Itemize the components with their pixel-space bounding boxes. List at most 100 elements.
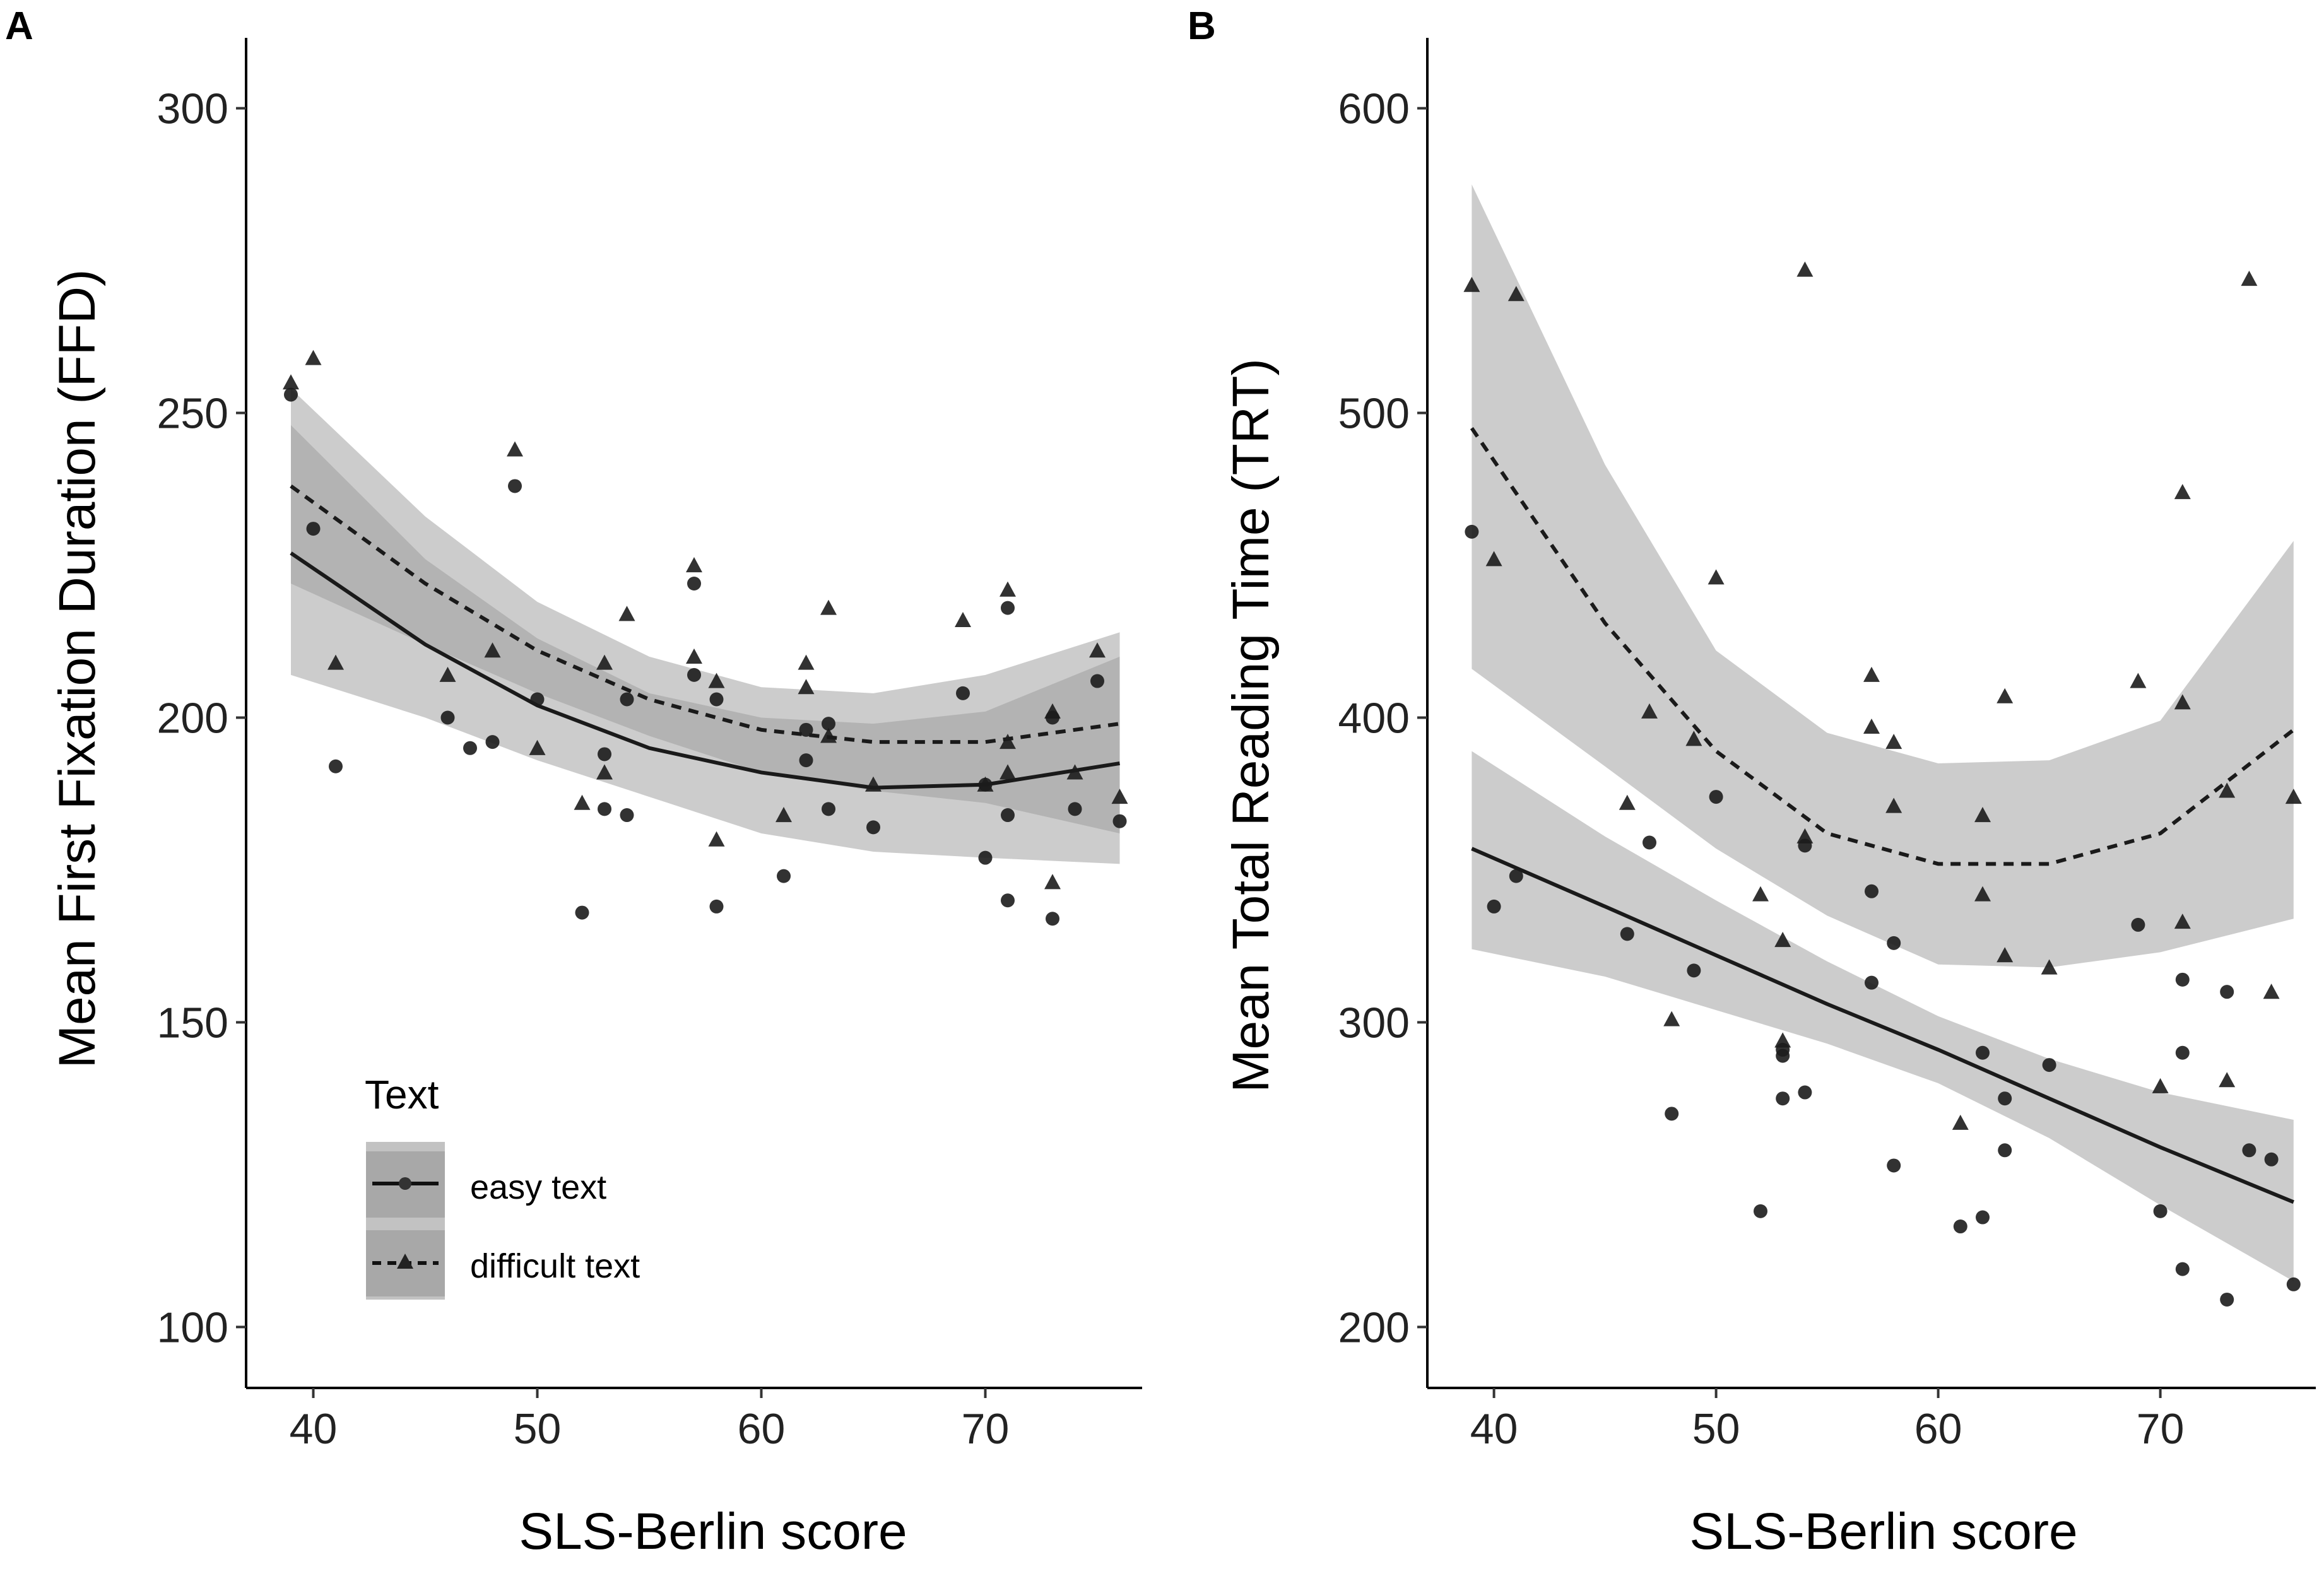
- legend-label-difficult: difficult text: [470, 1247, 640, 1285]
- data-point-easy: [2220, 985, 2234, 999]
- data-point-easy: [620, 692, 634, 707]
- data-point-difficult: [820, 727, 837, 743]
- y-tick-label: 400: [1338, 695, 1410, 743]
- data-point-easy: [1046, 912, 1059, 926]
- confidence-band-difficult: [1472, 184, 2294, 968]
- x-tick-label: 40: [290, 1405, 338, 1453]
- legend-label-easy: easy text: [470, 1168, 606, 1206]
- data-point-easy: [329, 759, 343, 773]
- data-point-easy: [530, 692, 545, 707]
- data-point-easy: [575, 905, 589, 920]
- legend-key-easy-marker: [399, 1177, 411, 1190]
- data-point-easy: [2175, 1045, 2190, 1060]
- data-point-difficult: [2285, 789, 2302, 804]
- panel-b-y-axis-title: Mean Total Reading Time (TRT): [1222, 358, 1280, 1093]
- panel-b-axes: 40 50 60 70 200 300 400 500 600: [1338, 38, 2316, 1453]
- x-tick-label: 60: [738, 1405, 786, 1453]
- data-point-easy: [1887, 1158, 1901, 1173]
- data-point-difficult: [1796, 828, 1814, 843]
- x-tick-label: 70: [2137, 1405, 2185, 1453]
- data-point-easy: [2220, 1292, 2234, 1307]
- panel-a-fit-lines: [290, 485, 1120, 790]
- data-point-difficult: [955, 611, 971, 628]
- data-point-easy: [1665, 1107, 1679, 1121]
- data-point-easy: [866, 820, 880, 835]
- data-point-easy: [1776, 1049, 1790, 1063]
- data-point-easy: [799, 722, 813, 737]
- panel-a-letter: A: [5, 4, 33, 48]
- data-point-difficult: [305, 350, 322, 365]
- data-point-easy: [1509, 869, 1523, 883]
- panel-a-confidence-bands: [291, 388, 1120, 864]
- panel-b-chart: B 40 50 60 70 200 300 400 500 600 SLS-Berlin sco…: [1188, 4, 2316, 1560]
- fit-line-easy: [290, 551, 1120, 790]
- data-point-easy: [1798, 1085, 1812, 1100]
- data-point-difficult: [2219, 1072, 2236, 1088]
- data-point-easy: [2131, 917, 2145, 932]
- data-point-easy: [1887, 936, 1901, 950]
- data-point-difficult: [596, 654, 613, 670]
- panel-a-chart: A 40 50 60 70 100 150 200 250 300 SLS-Berlin sco…: [5, 4, 1142, 1560]
- panel-a-x-axis-title: SLS-Berlin score: [519, 1503, 907, 1560]
- data-point-easy: [1068, 802, 1082, 816]
- data-point-difficult: [1863, 718, 1880, 734]
- data-point-difficult: [2041, 959, 2058, 975]
- data-point-easy: [1643, 835, 1656, 850]
- legend-title: Text: [365, 1072, 439, 1117]
- data-point-difficult: [1000, 581, 1016, 597]
- data-point-easy: [1953, 1219, 1967, 1234]
- panel-a-data-points: [283, 350, 1128, 926]
- data-point-easy: [1709, 790, 1723, 804]
- data-point-easy: [1865, 975, 1879, 990]
- data-point-difficult: [1066, 764, 1083, 780]
- data-point-difficult: [686, 648, 702, 664]
- data-point-easy: [598, 747, 611, 761]
- data-point-difficult: [1044, 874, 1061, 890]
- data-point-difficult: [484, 642, 501, 658]
- data-point-easy: [1998, 1091, 2012, 1106]
- data-point-difficult: [2263, 984, 2280, 999]
- data-point-easy: [1776, 1091, 1790, 1106]
- data-point-difficult: [798, 679, 815, 695]
- data-point-difficult: [1000, 734, 1016, 749]
- y-tick-label: 200: [1338, 1303, 1410, 1351]
- data-point-difficult: [1885, 797, 1902, 813]
- data-point-difficult: [1952, 1114, 1969, 1130]
- data-point-difficult: [798, 654, 815, 670]
- data-point-easy: [822, 802, 835, 816]
- x-tick-label: 60: [1914, 1405, 1962, 1453]
- data-point-easy: [2264, 1152, 2279, 1166]
- data-point-easy: [956, 686, 970, 700]
- data-point-easy: [1001, 601, 1015, 615]
- data-point-difficult: [1000, 764, 1016, 780]
- data-point-difficult: [1774, 932, 1791, 948]
- data-point-difficult: [1708, 569, 1725, 585]
- y-tick-label: 500: [1338, 390, 1410, 438]
- data-point-difficult: [1663, 1011, 1680, 1026]
- data-point-difficult: [1863, 666, 1880, 682]
- data-point-easy: [463, 741, 477, 755]
- y-tick-label: 100: [157, 1303, 228, 1351]
- data-point-easy: [1998, 1143, 2012, 1158]
- data-point-difficult: [820, 599, 837, 615]
- data-point-easy: [485, 735, 500, 749]
- data-point-easy: [440, 710, 455, 725]
- data-point-easy: [1001, 808, 1015, 823]
- data-point-easy: [1001, 893, 1015, 908]
- y-tick-label: 300: [1338, 999, 1410, 1047]
- data-point-difficult: [1974, 807, 1991, 823]
- y-tick-label: 250: [157, 390, 228, 438]
- data-point-difficult: [1089, 642, 1106, 658]
- panel-a-axes: 40 50 60 70 100 150 200 250 300: [157, 38, 1142, 1453]
- x-tick-label: 40: [1470, 1405, 1518, 1453]
- panel-b-x-axis-title: SLS-Berlin score: [1689, 1503, 2077, 1560]
- data-point-difficult: [2174, 914, 2191, 929]
- data-point-difficult: [2174, 484, 2191, 500]
- data-point-difficult: [1507, 286, 1525, 302]
- data-point-difficult: [1685, 731, 1702, 746]
- data-point-easy: [620, 808, 634, 823]
- data-point-difficult: [2241, 271, 2258, 286]
- data-point-easy: [2286, 1277, 2301, 1291]
- data-point-difficult: [2152, 1078, 2169, 1093]
